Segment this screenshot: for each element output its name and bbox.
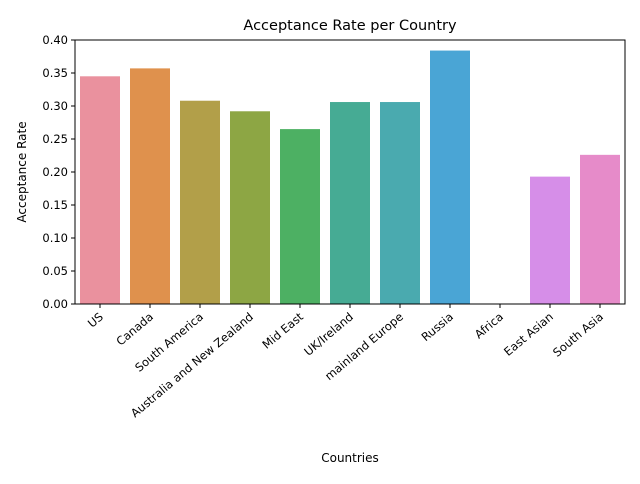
bar-russia xyxy=(430,50,470,305)
y-tick-label: 0.20 xyxy=(42,165,68,179)
bar-south-america xyxy=(180,100,220,304)
plot-frame xyxy=(74,39,626,305)
y-tick-label: 0.00 xyxy=(42,297,68,311)
x-tick-label: Russia xyxy=(419,310,456,345)
bar-south-asia xyxy=(580,154,620,304)
bars xyxy=(80,50,620,305)
y-tick-label: 0.25 xyxy=(42,132,68,146)
y-axis-ticks: 0.00 0.05 0.10 0.15 0.20 0.25 0.30 0.35 0.40 xyxy=(42,33,75,311)
x-tick-label: Canada xyxy=(113,310,156,349)
y-axis-label: Acceptance Rate xyxy=(15,121,29,222)
bar-uk-ireland xyxy=(330,102,370,304)
x-tick-label: East Asian xyxy=(501,310,556,359)
bar-us xyxy=(80,76,120,304)
bar-east-asian xyxy=(530,176,570,304)
bar-mainland-europe xyxy=(380,102,420,304)
x-tick-label: Mid East xyxy=(259,309,306,351)
bar-australia-and-new-zealand xyxy=(230,111,270,304)
y-tick-label: 0.15 xyxy=(42,198,68,212)
y-tick-label: 0.30 xyxy=(42,99,68,113)
y-tick-label: 0.05 xyxy=(42,264,68,278)
bar-canada xyxy=(130,68,170,304)
y-tick-label: 0.40 xyxy=(42,33,68,47)
bar-mid-east xyxy=(280,129,320,304)
x-axis-label: Countries xyxy=(321,451,379,465)
x-tick-label: Africa xyxy=(472,310,506,342)
y-tick-label: 0.35 xyxy=(42,66,68,80)
x-tick-label: South Asia xyxy=(550,310,606,360)
x-tick-label: US xyxy=(85,310,106,331)
y-tick-label: 0.10 xyxy=(42,231,68,245)
chart-title: Acceptance Rate per Country xyxy=(243,18,457,34)
